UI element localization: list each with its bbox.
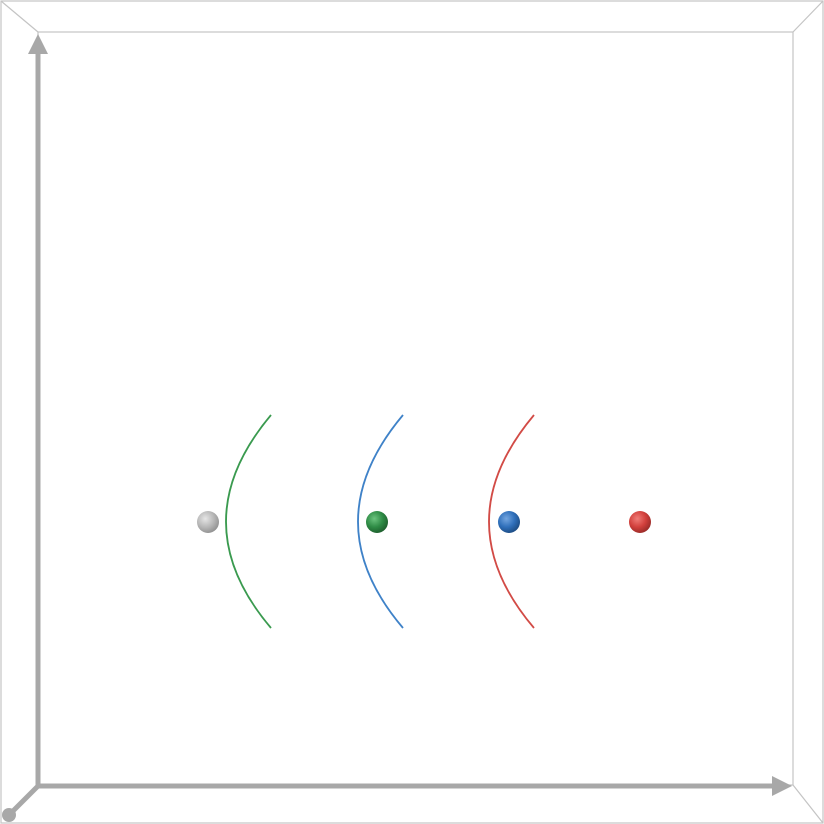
- box-edge-top-right: [792, 0, 824, 33]
- z-axis-line: [10, 782, 42, 814]
- sphere-blue: [498, 511, 520, 533]
- box-edge-top-left: [0, 0, 39, 33]
- box-back-face: [37, 31, 794, 786]
- arc-green: [225, 414, 272, 629]
- sphere-green: [366, 511, 388, 533]
- z-axis-end-dot: [2, 808, 16, 822]
- spheres-layer: [197, 511, 651, 533]
- arc-blue: [357, 414, 404, 629]
- axes: [2, 34, 792, 822]
- sphere-gray: [197, 511, 219, 533]
- arc-red: [488, 414, 535, 629]
- sphere-red: [629, 511, 651, 533]
- arcs-layer: [225, 414, 535, 629]
- box-edge-bottom-right: [792, 784, 824, 824]
